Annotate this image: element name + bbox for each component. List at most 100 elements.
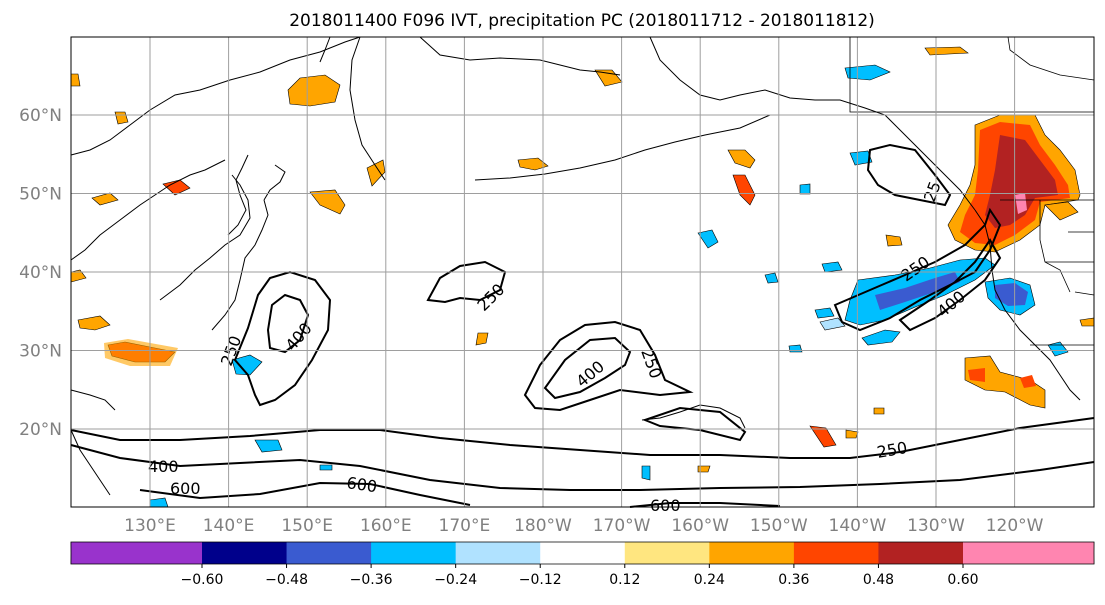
- precip-neg-ar-band-core: [875, 272, 960, 310]
- contour-label-7: 400: [148, 457, 179, 476]
- longitude-label: 130°E: [124, 516, 176, 536]
- latitude-label: 40°N: [19, 263, 62, 283]
- precip-blob-west-2: [91, 192, 119, 206]
- latitude-labels: 60°N 50°N 40°N 30°N 20°N: [19, 106, 62, 440]
- coast-china-south: [70, 389, 116, 411]
- contour-gulf-250: [866, 143, 952, 207]
- colorbar-tick-label: −0.36: [350, 572, 393, 588]
- precip-neg-japan: [231, 354, 263, 376]
- coast-kamchatka: [349, 36, 386, 181]
- coast-aleutians: [474, 114, 771, 181]
- longitude-label: 150°W: [750, 516, 808, 536]
- longitude-label: 140°E: [203, 516, 255, 536]
- contour-south-400: [70, 444, 1095, 491]
- precip-neg-gulf: [849, 150, 873, 166]
- precip-blob-east-pac-1: [885, 234, 903, 247]
- contour-ar-250: [833, 207, 1002, 332]
- colorbar-tick-label: −0.24: [434, 572, 477, 588]
- colorbar-tick-label: −0.60: [181, 572, 224, 588]
- coast-alaska: [649, 36, 976, 211]
- longitude-label: 130°W: [907, 516, 965, 536]
- precip-blob-central-1: [475, 332, 489, 346]
- longitude-label: 170°W: [593, 516, 651, 536]
- precip-blob-central-2: [697, 465, 711, 473]
- precip-blob-aleutian: [517, 157, 549, 171]
- colorbar-tick-label: −0.12: [519, 572, 562, 588]
- precip-pnw-core: [985, 135, 1058, 228]
- colorbar-tick-label: 0.24: [694, 572, 725, 588]
- latitude-label: 50°N: [19, 185, 62, 205]
- coastlines: [70, 36, 1081, 496]
- precip-neg-south-2: [149, 497, 169, 508]
- precip-pnw-extreme: [1015, 193, 1027, 214]
- colorbar-tick-label: 0.36: [778, 572, 809, 588]
- coast-okhotsk: [319, 36, 331, 63]
- precip-blob-west-1: [77, 315, 111, 331]
- colorbar-segment: [624, 542, 710, 564]
- colorbar-segment: [878, 542, 964, 564]
- precip-neg-6: [641, 465, 651, 481]
- colorbar-tick-labels: −0.60 −0.48 −0.36 −0.24 −0.12 0.12 0.24 0.36 0.4…: [181, 564, 979, 588]
- latitude-label: 20°N: [19, 420, 62, 440]
- precip-blob-california-south-core2: [1020, 375, 1036, 388]
- precip-blob-gulf-1: [727, 149, 756, 169]
- precip-neg-3: [814, 307, 835, 319]
- gridlines: [71, 37, 1094, 507]
- precip-neg-8: [764, 272, 779, 284]
- latitude-label: 60°N: [19, 106, 62, 126]
- precip-blob-kuril: [366, 159, 386, 187]
- contour-south-600-east: [629, 502, 781, 508]
- coast-sakhalin: [227, 154, 249, 236]
- colorbar: [70, 541, 1095, 565]
- coast-asia-north: [70, 36, 361, 156]
- colorbar-segment: [286, 542, 372, 564]
- border-alaska-canada: [849, 37, 1094, 113]
- colorbar-segment: [70, 542, 202, 564]
- precip-neg-5: [1047, 341, 1069, 357]
- contour-south-600-west: [139, 481, 471, 506]
- precip-neg-9: [799, 183, 811, 195]
- longitude-label: 150°E: [281, 516, 333, 536]
- contour-ar-400: [898, 238, 1002, 332]
- border-us-states-4: [1074, 291, 1095, 296]
- longitude-label: 120°W: [986, 516, 1044, 536]
- colorbar-tick-label: 0.12: [609, 572, 640, 588]
- colorbar-segment: [202, 542, 288, 564]
- coast-korea: [159, 174, 251, 301]
- precip-blob-idaho: [1044, 201, 1079, 221]
- contour-central-south-250: [523, 320, 694, 412]
- contour-label-12: 600: [650, 496, 681, 515]
- precip-blob-okhotsk: [287, 74, 341, 107]
- precip-neg-alaska: [844, 64, 891, 81]
- precip-neg-east-pac-2: [821, 261, 843, 273]
- contour-west-pac-400: [266, 293, 310, 354]
- map-title: 2018011400 F096 IVT, precipitation PC (2…: [289, 11, 875, 31]
- colorbar-segment: [963, 542, 1095, 564]
- coast-asia-mid: [70, 159, 226, 261]
- precip-blob-central-3: [845, 429, 859, 439]
- precip-neg-south-1: [254, 439, 283, 453]
- precip-blob-japan-south-outer: [104, 339, 178, 366]
- colorbar-segment: [793, 542, 879, 564]
- coast-chukotka: [419, 36, 621, 76]
- precip-neg-7: [319, 464, 333, 471]
- colorbar-tick-label: 0.48: [863, 572, 894, 588]
- colorbar-segment: [709, 542, 795, 564]
- contour-south-250: [70, 417, 1095, 459]
- precip-blob-california-south-core: [968, 368, 985, 382]
- longitude-label: 180°W: [514, 516, 572, 536]
- contour-label-9: 600: [345, 473, 378, 496]
- precip-neg-california-core: [995, 283, 1028, 306]
- precip-blob-central-4: [873, 407, 885, 415]
- precip-negative-areas: [149, 64, 1069, 508]
- longitude-label: 170°E: [439, 516, 491, 536]
- precip-blob-gulf-2: [732, 174, 756, 206]
- colorbar-segment: [455, 542, 541, 564]
- longitude-label: 160°E: [360, 516, 412, 536]
- contour-hawaii: [642, 406, 747, 442]
- longitude-label: 140°W: [829, 516, 887, 536]
- contour-label-8: 600: [170, 479, 201, 498]
- precip-neg-4: [819, 317, 846, 331]
